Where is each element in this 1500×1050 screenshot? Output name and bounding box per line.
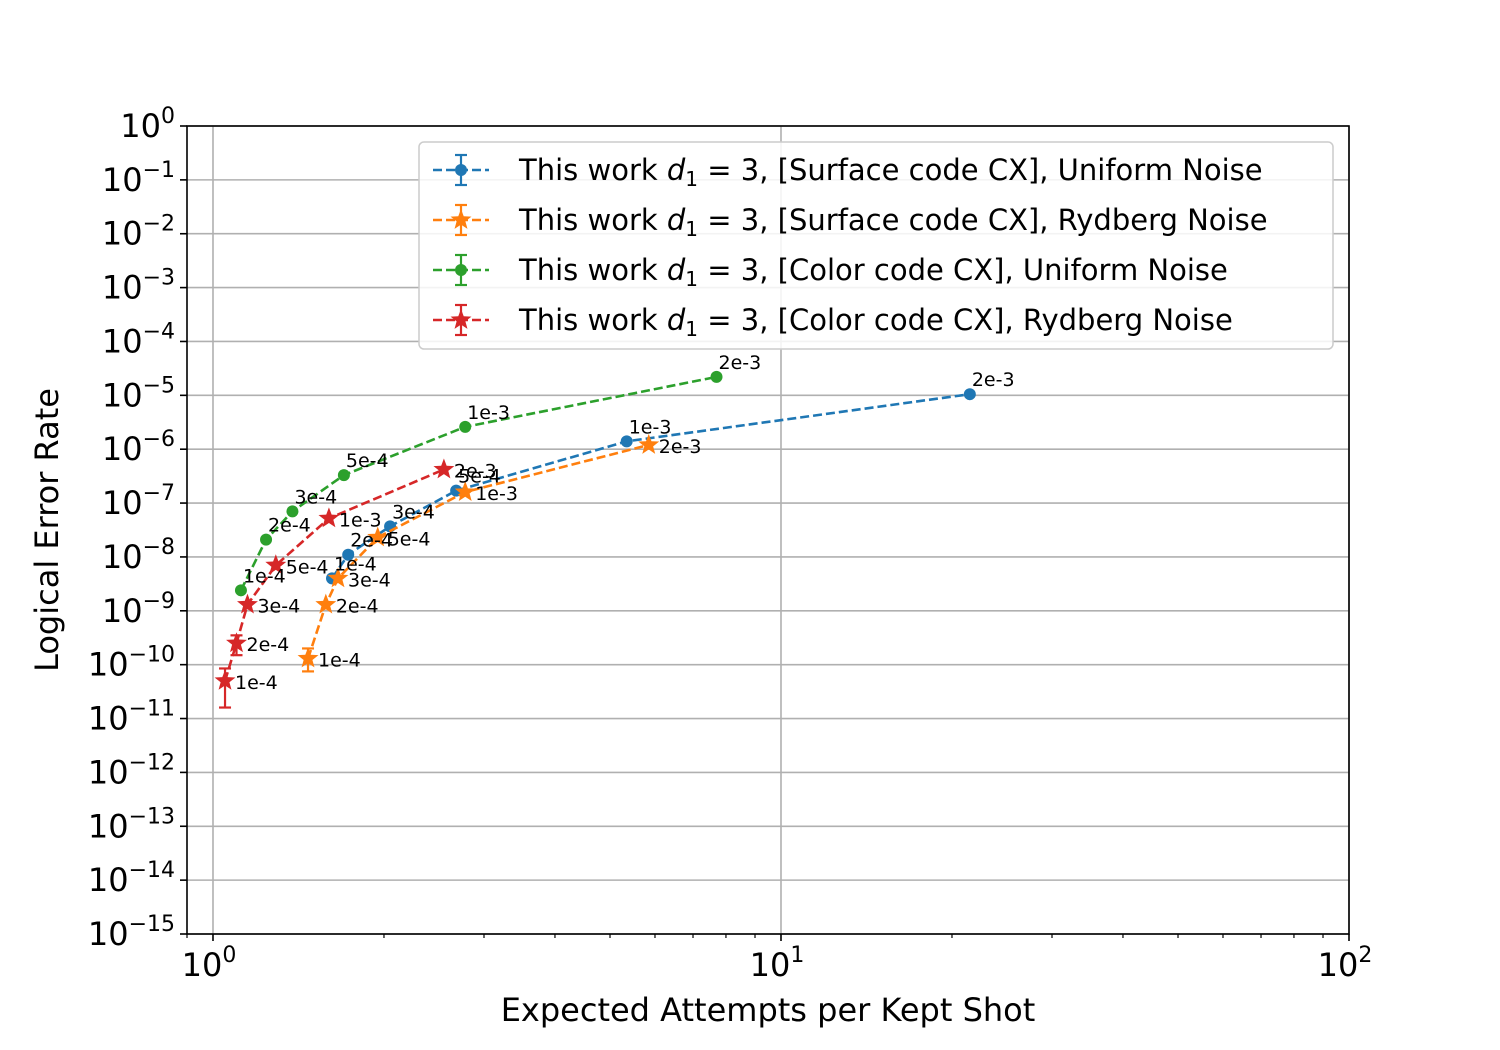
legend-label: This work d1 = 3, [Color code CX], Unifo… bbox=[518, 253, 1228, 291]
point-label: 5e-4 bbox=[388, 528, 431, 550]
data-point bbox=[454, 481, 476, 501]
data-point bbox=[286, 505, 299, 518]
point-label: 3e-4 bbox=[294, 486, 337, 508]
legend-label: This work d1 = 3, [Surface code CX], Uni… bbox=[518, 153, 1263, 191]
y-tick-label: 10−3 bbox=[102, 266, 175, 307]
data-point bbox=[318, 507, 340, 528]
point-label: 1e-4 bbox=[318, 650, 361, 672]
y-tick-label: 10−15 bbox=[88, 912, 175, 953]
series-line bbox=[239, 375, 717, 591]
y-tick-label: 10−10 bbox=[88, 643, 175, 684]
legend-entry: This work d1 = 3, [Surface code CX], Uni… bbox=[433, 153, 1263, 191]
legend-marker bbox=[455, 264, 467, 276]
point-label: 2e-3 bbox=[719, 352, 762, 374]
data-point bbox=[367, 526, 389, 547]
data-point bbox=[237, 593, 258, 614]
y-tick-label: 10−14 bbox=[88, 858, 175, 899]
y-tick-label: 10−5 bbox=[102, 373, 175, 414]
point-label: 5e-4 bbox=[346, 450, 389, 472]
point-label: 5e-4 bbox=[286, 556, 329, 578]
data-point bbox=[226, 632, 247, 653]
point-labels: 1e-42e-43e-45e-41e-32e-31e-42e-43e-45e-4… bbox=[235, 352, 1015, 694]
point-label: 2e-3 bbox=[454, 460, 497, 482]
series-2 bbox=[234, 370, 723, 597]
y-tick-label: 100 bbox=[120, 104, 175, 145]
y-tick-label: 10−9 bbox=[102, 589, 175, 630]
point-label: 3e-4 bbox=[392, 501, 435, 523]
point-label: 1e-4 bbox=[243, 565, 286, 587]
data-point bbox=[710, 370, 723, 383]
series-1 bbox=[297, 433, 660, 673]
legend-label: This work d1 = 3, [Color code CX], Rydbe… bbox=[518, 303, 1233, 341]
legend-entry: This work d1 = 3, [Color code CX], Rydbe… bbox=[433, 303, 1233, 341]
point-label: 1e-4 bbox=[334, 553, 377, 575]
y-tick-label: 10−4 bbox=[102, 319, 175, 360]
plot-frame bbox=[186, 125, 1350, 935]
point-label: 2e-4 bbox=[336, 596, 379, 618]
point-label: 2e-4 bbox=[247, 634, 290, 656]
data-point bbox=[234, 584, 247, 597]
point-label: 1e-4 bbox=[235, 672, 278, 694]
data-point bbox=[620, 435, 633, 448]
point-label: 5e-4 bbox=[458, 466, 501, 488]
legend: This work d1 = 3, [Surface code CX], Uni… bbox=[418, 141, 1334, 350]
y-axis-label: Logical Error Rate bbox=[28, 388, 66, 672]
legend-box bbox=[418, 141, 1334, 350]
y-tick-label: 10−7 bbox=[102, 481, 175, 522]
point-label: 1e-3 bbox=[339, 509, 382, 531]
data-point bbox=[459, 420, 472, 433]
point-label: 1e-3 bbox=[629, 416, 672, 438]
data-point bbox=[297, 647, 319, 668]
point-label: 3e-4 bbox=[257, 596, 300, 618]
point-label: 2e-4 bbox=[268, 515, 311, 537]
legend-label: This work d1 = 3, [Surface code CX], Ryd… bbox=[518, 203, 1268, 241]
legend-marker bbox=[450, 209, 472, 229]
point-label: 3e-4 bbox=[348, 569, 391, 591]
data-point bbox=[963, 388, 976, 401]
series-line bbox=[306, 443, 650, 659]
data-point bbox=[450, 484, 463, 497]
point-label: 1e-3 bbox=[475, 483, 518, 505]
point-label: 1e-3 bbox=[467, 402, 510, 424]
y-tick-label: 10−6 bbox=[102, 427, 175, 468]
y-tick-label: 10−13 bbox=[88, 804, 175, 845]
x-tick-label: 101 bbox=[750, 943, 805, 984]
axis-ticks: 100 101 102 100 10−1 10−2 10−3 10−4 10−5 10−6 10−7… bbox=[88, 104, 1373, 984]
y-tick-label: 10−2 bbox=[102, 212, 175, 253]
series-layer bbox=[214, 370, 976, 709]
point-label: 2e-3 bbox=[972, 369, 1015, 391]
y-tick-label: 10−8 bbox=[102, 535, 175, 576]
y-tick-label: 10−1 bbox=[102, 158, 175, 199]
legend-entry: This work d1 = 3, [Surface code CX], Ryd… bbox=[433, 203, 1268, 241]
legend-marker bbox=[455, 164, 467, 176]
y-tick-label: 10−11 bbox=[88, 697, 175, 738]
legend-entry: This work d1 = 3, [Color code CX], Unifo… bbox=[433, 253, 1228, 291]
x-tick-label: 102 bbox=[1318, 943, 1373, 984]
data-point bbox=[315, 593, 337, 614]
data-point bbox=[260, 533, 273, 546]
data-point bbox=[214, 669, 236, 690]
data-point bbox=[265, 554, 287, 575]
data-point bbox=[342, 548, 355, 561]
legend-marker bbox=[450, 309, 472, 329]
data-point bbox=[327, 567, 349, 588]
series-3 bbox=[214, 458, 455, 709]
point-label: 2e-3 bbox=[659, 436, 702, 458]
series-line bbox=[223, 468, 445, 682]
y-tick-label: 10−12 bbox=[88, 750, 175, 791]
data-point bbox=[337, 469, 350, 482]
point-label: 2e-4 bbox=[350, 530, 393, 552]
x-axis-label: Expected Attempts per Kept Shot bbox=[501, 991, 1036, 1029]
data-point bbox=[433, 458, 455, 479]
x-tick-label: 100 bbox=[182, 943, 237, 984]
data-point bbox=[638, 433, 660, 454]
